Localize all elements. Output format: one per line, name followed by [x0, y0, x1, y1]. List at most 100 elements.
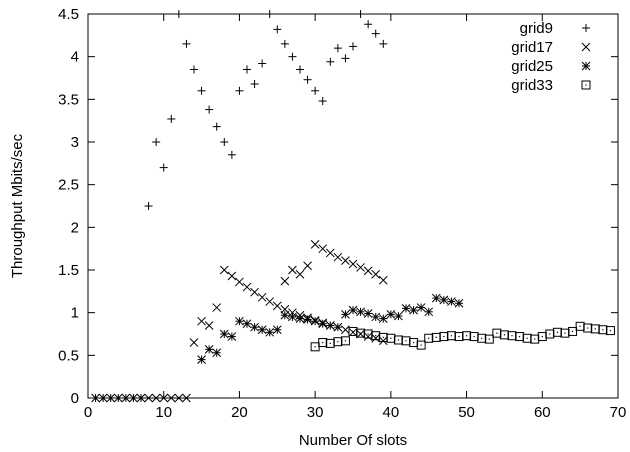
point-grid25: [250, 322, 259, 332]
point-grid17: [242, 282, 252, 292]
point-grid9: [333, 44, 342, 53]
y-tick-label: 0.5: [58, 347, 79, 364]
point-grid33: [522, 333, 532, 343]
point-grid25: [280, 310, 290, 320]
point-grid25: [386, 310, 396, 319]
point-grid25: [348, 305, 358, 315]
point-grid17: [257, 292, 267, 302]
point-grid25: [303, 315, 312, 324]
x-tick-label: 50: [458, 404, 475, 421]
point-grid9: [144, 202, 153, 210]
y-tick-label: 1.5: [58, 262, 79, 279]
point-grid25: [394, 311, 403, 321]
point-grid17: [159, 393, 169, 403]
point-grid9: [212, 122, 221, 131]
point-grid17: [325, 248, 335, 258]
point-grid17: [333, 252, 343, 262]
legend-marker-grid33: [581, 80, 591, 90]
point-grid33: [318, 338, 328, 348]
point-grid17: [144, 393, 153, 403]
point-grid25: [288, 312, 297, 322]
x-tick-label: 70: [610, 404, 627, 421]
legend-marker-grid9: [582, 24, 590, 32]
point-grid9: [303, 75, 312, 84]
point-grid33: [325, 338, 335, 348]
point-grid33: [537, 332, 547, 342]
legend-label-grid33: grid33: [511, 77, 553, 94]
point-grid25: [333, 322, 343, 332]
point-grid17: [197, 316, 206, 326]
point-grid33: [340, 336, 350, 346]
point-grid9: [296, 65, 304, 74]
point-grid9: [167, 114, 176, 123]
y-tick-label: 2: [71, 219, 79, 236]
point-grid25: [310, 316, 320, 326]
point-grid25: [235, 316, 244, 326]
point-grid17: [363, 266, 373, 276]
y-tick-label: 3.5: [58, 91, 79, 108]
point-grid17: [219, 265, 229, 275]
point-grid17: [113, 393, 123, 403]
point-grid25: [409, 305, 418, 315]
point-grid9: [258, 59, 267, 68]
point-grid9: [311, 86, 320, 95]
point-grid33: [492, 328, 502, 338]
point-grid25: [371, 312, 381, 322]
point-grid9: [379, 39, 388, 48]
point-grid25: [295, 314, 305, 323]
point-grid9: [364, 20, 373, 29]
point-grid9: [288, 52, 297, 61]
y-tick-label: 4: [71, 49, 79, 66]
data-points: [91, 10, 615, 403]
axis-ticks: [87, 13, 619, 399]
point-grid17: [174, 393, 184, 403]
point-grid25: [454, 298, 464, 308]
point-grid17: [356, 263, 365, 272]
legend-label-grid9: grid9: [520, 20, 553, 37]
point-grid9: [174, 10, 183, 18]
point-grid9: [159, 163, 168, 172]
point-grid33: [469, 332, 479, 342]
point-grid17: [272, 301, 282, 311]
legend-label-grid17: grid17: [511, 39, 553, 56]
point-grid17: [227, 271, 237, 281]
point-grid17: [151, 393, 161, 403]
x-tick-label: 60: [534, 404, 551, 421]
point-grid33: [590, 324, 600, 334]
point-grid33: [401, 336, 411, 346]
legend: grid9 grid17 grid25 grid33: [511, 20, 591, 94]
plot-frame: [87, 13, 619, 399]
point-grid9: [265, 10, 274, 18]
point-grid17: [341, 325, 350, 335]
point-grid17: [348, 259, 358, 269]
point-grid33: [477, 333, 487, 343]
point-grid25: [197, 355, 206, 364]
x-tick-label: 40: [383, 404, 400, 421]
point-grid17: [121, 393, 131, 403]
point-grid33: [605, 326, 615, 336]
point-grid17: [204, 321, 214, 330]
point-grid33: [560, 328, 570, 338]
point-grid25: [356, 307, 365, 317]
point-grid17: [212, 303, 222, 312]
point-grid25: [257, 325, 267, 335]
point-grid33: [424, 333, 434, 343]
point-grid25: [363, 309, 373, 318]
x-tick-label: 10: [155, 404, 172, 421]
point-grid33: [348, 326, 358, 336]
point-grid33: [583, 323, 593, 333]
point-grid33: [454, 332, 464, 342]
point-grid17: [288, 308, 297, 318]
point-grid25: [424, 307, 434, 317]
legend-label-grid25: grid25: [511, 58, 553, 75]
point-grid17: [341, 256, 350, 265]
point-grid33: [598, 325, 608, 335]
y-tick-label: 1: [71, 305, 79, 322]
point-grid9: [235, 86, 244, 95]
point-grid17: [303, 261, 312, 271]
point-grid33: [416, 340, 426, 350]
point-grid33: [393, 335, 403, 345]
y-axis-label: Throughput Mbits/sec: [9, 133, 26, 278]
point-grid25: [401, 304, 411, 313]
